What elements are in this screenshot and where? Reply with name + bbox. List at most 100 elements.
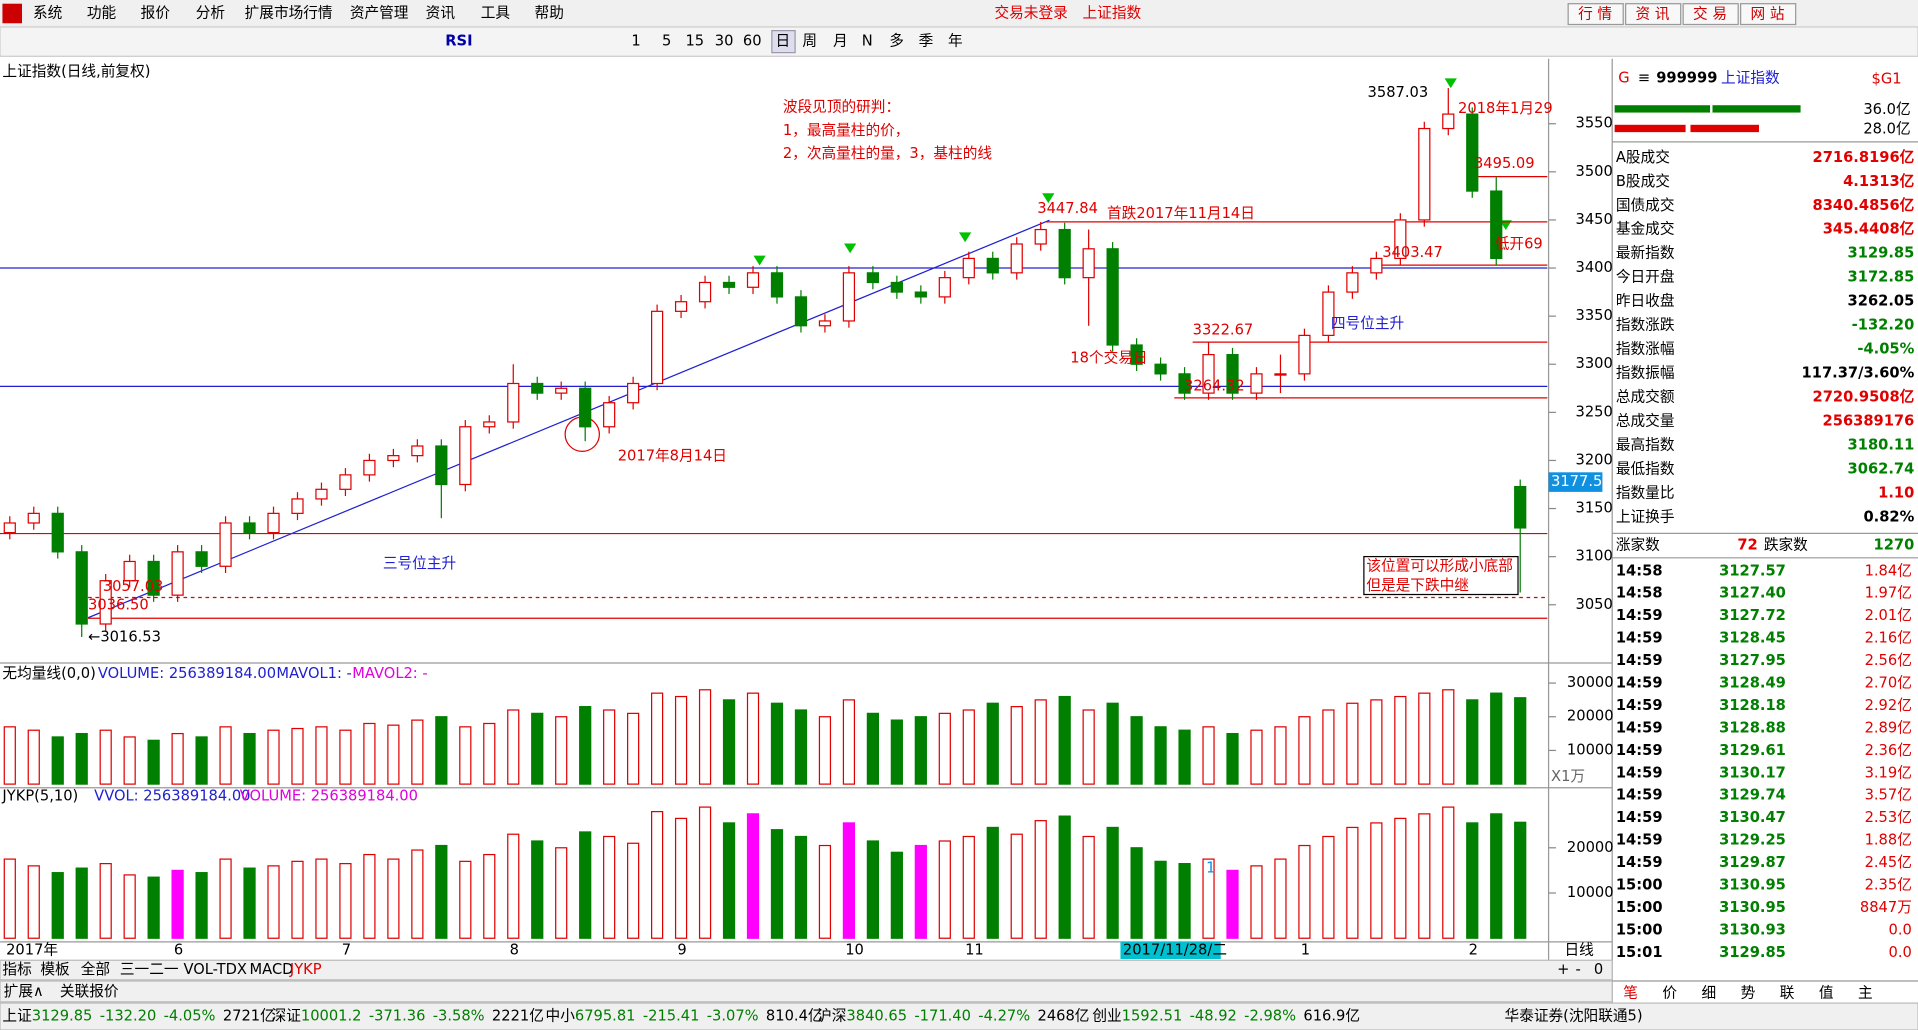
annotation: 2，次高量柱的量，3，基柱的线 bbox=[783, 145, 993, 162]
buy-bar bbox=[1690, 124, 1759, 133]
volume-bar bbox=[603, 709, 616, 785]
candle-body bbox=[1010, 243, 1023, 274]
tick-volume: 1.97亿 bbox=[1865, 585, 1912, 602]
extra-tab: 扩展∧ bbox=[4, 983, 44, 1000]
candle-body bbox=[770, 272, 784, 298]
buy-bar bbox=[1614, 124, 1686, 133]
candle-body bbox=[579, 387, 592, 428]
panel-value: VOLUME: 256389184.00 bbox=[98, 665, 276, 682]
tick-price: 3128.88 bbox=[1719, 719, 1786, 736]
quote-label: 指数涨跌 bbox=[1616, 317, 1675, 334]
volume-bar bbox=[650, 692, 664, 785]
period-label: 日线 bbox=[1564, 941, 1594, 958]
note-box bbox=[1363, 555, 1519, 596]
tick-volume: 2.16亿 bbox=[1865, 630, 1912, 647]
annotation: 3447.84 bbox=[1037, 200, 1098, 217]
volume-bar bbox=[27, 729, 40, 785]
candle-body bbox=[1034, 228, 1047, 245]
tick-time: 14:59 bbox=[1616, 787, 1663, 804]
y-tick-label: 3500 bbox=[1576, 163, 1613, 180]
candle-body bbox=[818, 320, 832, 327]
volume-bar bbox=[1082, 709, 1095, 785]
panel-label: JYKP(5,10) bbox=[1, 787, 78, 804]
volume-bar bbox=[123, 736, 136, 785]
quote-value: 3129.85 bbox=[1848, 245, 1915, 262]
volume-bar bbox=[3, 726, 16, 785]
amount: 36.0亿 bbox=[1863, 101, 1910, 118]
volume-bar bbox=[27, 865, 40, 939]
volume-bar bbox=[315, 858, 328, 939]
tick-time: 15:00 bbox=[1616, 877, 1663, 894]
volume-bar bbox=[1154, 726, 1167, 785]
tick-time: 14:59 bbox=[1616, 652, 1663, 669]
login-status: 交易未登录 bbox=[994, 3, 1067, 21]
up-count: 72 bbox=[1737, 537, 1757, 554]
quote-label: A股成交 bbox=[1616, 148, 1670, 166]
tick-volume: 2.45亿 bbox=[1865, 854, 1912, 871]
top-button[interactable] bbox=[1682, 3, 1739, 26]
volume-bar bbox=[650, 810, 664, 939]
candle-body bbox=[794, 296, 808, 327]
tick-price: 3130.95 bbox=[1719, 899, 1786, 916]
tick-price: 3130.17 bbox=[1719, 764, 1786, 781]
status-index: 深证10001.2 -371.36 -3.58% 2221亿 bbox=[272, 1008, 544, 1025]
tick-price: 3129.61 bbox=[1719, 742, 1786, 759]
candle-body bbox=[650, 310, 664, 385]
annotation: 18个交易日 bbox=[1070, 348, 1147, 366]
annotation: 3587.03 bbox=[1368, 84, 1429, 101]
candle-body bbox=[1106, 248, 1119, 346]
candle-body bbox=[674, 301, 688, 312]
volume-bar bbox=[315, 726, 328, 785]
volume-bar bbox=[1346, 826, 1359, 939]
volume-bar bbox=[1226, 732, 1239, 785]
candle-body bbox=[1514, 485, 1527, 529]
volume-bar bbox=[770, 702, 784, 785]
quote-value: 4.1313亿 bbox=[1843, 172, 1915, 190]
status-change: -215.41 bbox=[643, 1008, 700, 1025]
quote-label: 总成交额 bbox=[1616, 388, 1675, 406]
top-button[interactable] bbox=[1740, 3, 1797, 26]
volume-bar bbox=[1322, 709, 1335, 785]
period-button: 5 bbox=[662, 33, 671, 50]
top-button[interactable] bbox=[1567, 3, 1624, 26]
indicator-tab: 三一二一 bbox=[120, 961, 179, 978]
volume-bar bbox=[123, 874, 136, 939]
sell-bar bbox=[1712, 105, 1801, 113]
candle-body bbox=[1418, 127, 1431, 221]
tick-price: 3128.45 bbox=[1719, 630, 1786, 647]
chart-title: 上证指数(日线,前复权) bbox=[2, 62, 150, 80]
quote-label: 今日开盘 bbox=[1616, 268, 1675, 286]
volume-bar bbox=[555, 847, 568, 939]
volume-bar bbox=[842, 822, 856, 939]
volume-bar bbox=[1010, 833, 1023, 939]
menu-item: 帮助 bbox=[535, 4, 564, 21]
period-active[interactable] bbox=[771, 29, 796, 54]
volume-bar bbox=[1178, 863, 1191, 939]
volume-bar bbox=[842, 699, 856, 785]
top-button-label: 行 情 bbox=[1578, 6, 1612, 23]
tick-time: 14:59 bbox=[1616, 674, 1663, 691]
tick-price: 3130.47 bbox=[1719, 809, 1786, 826]
quote-tab: 主 bbox=[1858, 984, 1873, 1001]
volume-bar bbox=[507, 833, 520, 939]
volume-bar bbox=[435, 716, 448, 785]
menu-item: 报价 bbox=[141, 4, 171, 21]
volume-bar bbox=[1202, 858, 1215, 939]
quote-tab: 联 bbox=[1780, 984, 1795, 1001]
volume-bar bbox=[1442, 806, 1455, 939]
tick-volume: 2.01亿 bbox=[1865, 607, 1912, 624]
status-pct: -3.58% bbox=[433, 1008, 485, 1025]
volume-bar bbox=[1250, 729, 1263, 785]
volume-bar bbox=[794, 835, 808, 939]
period-button: 多 bbox=[889, 33, 904, 50]
volume-bar bbox=[171, 869, 184, 939]
period-button: 日 bbox=[776, 33, 791, 50]
status-amount: 616.9亿 bbox=[1303, 1008, 1360, 1025]
top-button[interactable] bbox=[1625, 3, 1682, 26]
volume-bar bbox=[890, 851, 903, 939]
y-tick-label: 3450 bbox=[1576, 211, 1613, 228]
candle-body bbox=[1466, 113, 1479, 192]
quote-value: 3262.05 bbox=[1848, 293, 1915, 310]
volume-bar bbox=[1418, 692, 1431, 785]
tag: $G1 bbox=[1872, 71, 1902, 88]
